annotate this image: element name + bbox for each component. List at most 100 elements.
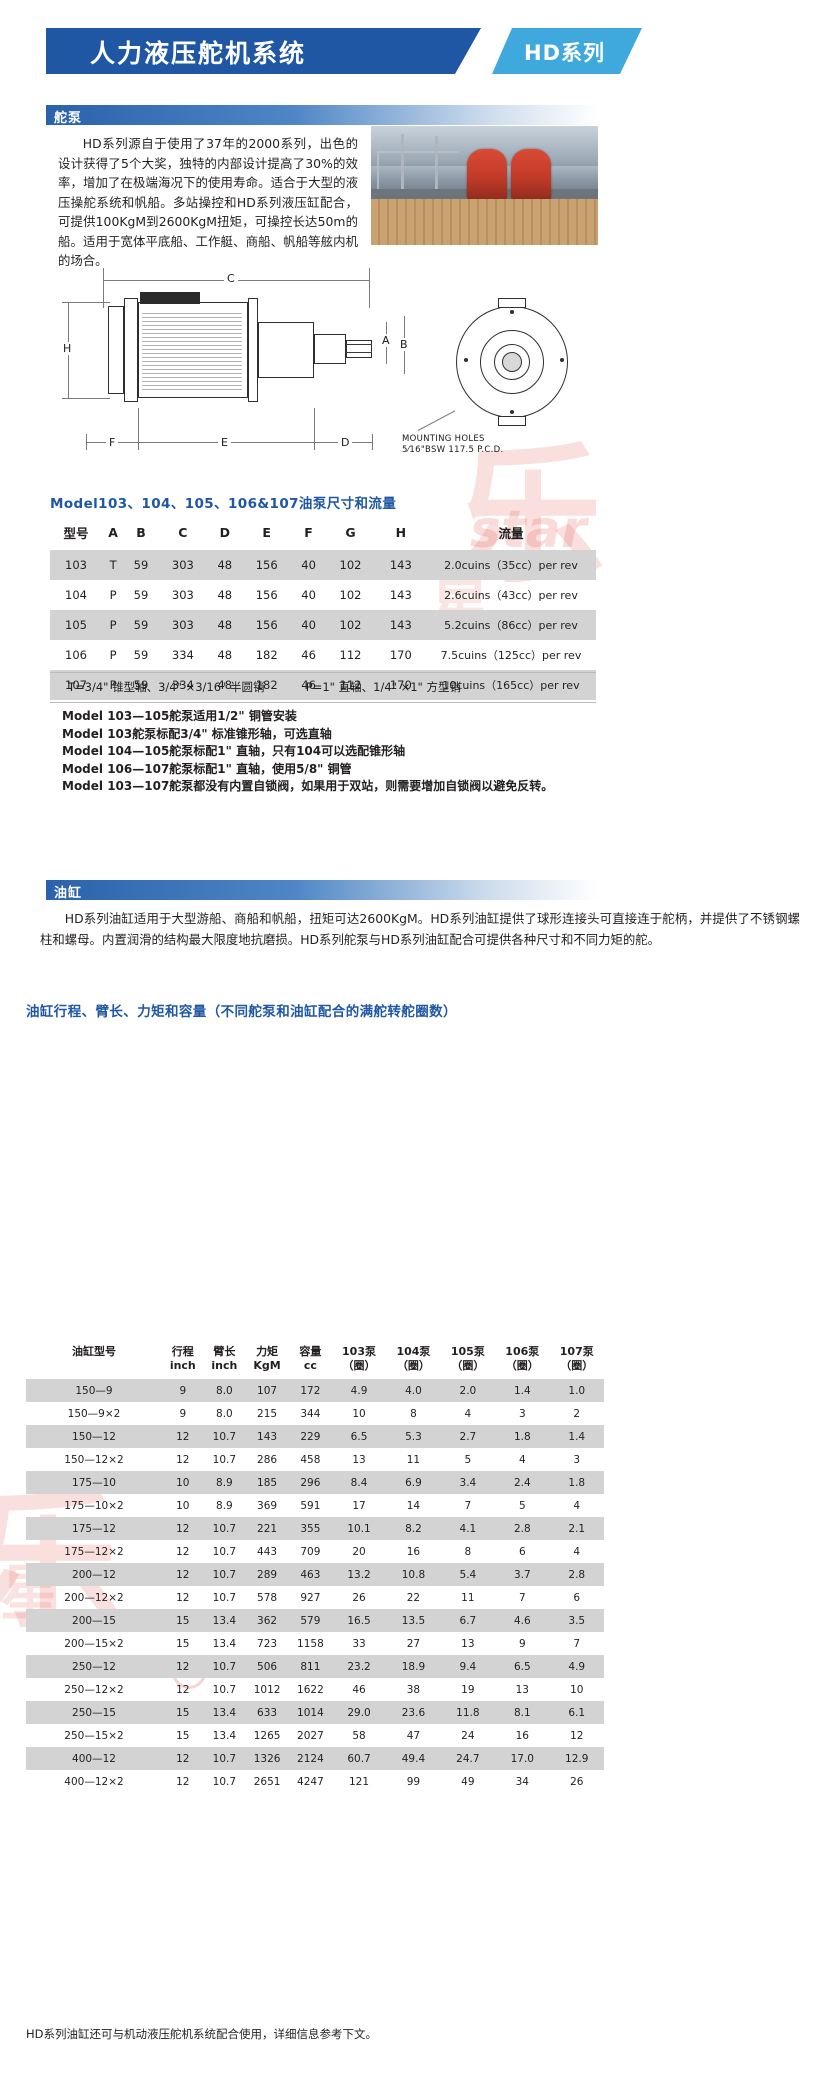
cylinder-value-cell: 2 xyxy=(573,1407,581,1420)
pump-value-cell: 102 xyxy=(325,550,376,580)
dim-label-a: A xyxy=(379,334,393,347)
cylinder-value-cell: 10.7 xyxy=(203,1747,246,1770)
cylinder-value-cell: 289 xyxy=(245,1563,289,1586)
pump-value-cell: 48 xyxy=(208,670,242,700)
cylinder-value-cell: 12 xyxy=(162,1425,204,1448)
pump-note: Model 104—105舵泵标配1" 直轴，只有104可以选配锥形轴 xyxy=(62,744,406,758)
pump-col-header: A xyxy=(108,525,118,540)
banner-light-shape xyxy=(492,28,642,74)
cylinder-value-cell: 3.4 xyxy=(440,1471,496,1494)
table-row: 106 P 59 334 48 182 46 112 170 7.5cuins（125cc）per… xyxy=(50,640,596,670)
pump-value-cell: 7.5cuins（125cc）per rev xyxy=(440,649,582,662)
cylinder-value-cell: 1014 xyxy=(288,1701,332,1724)
cylinder-value-cell: 10 xyxy=(570,1683,584,1696)
pump-value-cell: 48 xyxy=(208,610,242,640)
cylinder-value-cell: 229 xyxy=(288,1425,332,1448)
cylinder-value-cell: 12 xyxy=(162,1517,204,1540)
pump-col-header: F xyxy=(304,525,313,540)
cylinder-model-cell: 200—12×2 xyxy=(64,1591,124,1604)
pump-value-cell: 102 xyxy=(339,588,362,602)
cylinder-value-cell: 4.9 xyxy=(331,1379,387,1402)
cylinder-value-cell: 10.7 xyxy=(212,1591,237,1604)
pump-value-cell: 303 xyxy=(171,588,194,602)
pump-value-cell: 182 xyxy=(255,648,278,662)
pump-value-cell: 48 xyxy=(217,648,233,662)
cylinder-value-cell: 10.7 xyxy=(212,1545,237,1558)
page-banner: 人力液压舵机系统 HD系列 xyxy=(46,28,746,74)
pump-value-cell: 2.0cuins（35cc）per rev xyxy=(426,550,596,580)
cylinder-value-cell: 1158 xyxy=(297,1637,324,1650)
cylinder-col-header: 103泵 （圈） xyxy=(342,1345,376,1372)
table-row: 200—15×2 15 13.4 723 1158 33 27 13 9 7 xyxy=(26,1632,604,1655)
cylinder-value-cell: 443 xyxy=(257,1545,278,1558)
table-row: 250—15×2 15 13.4 1265 2027 58 47 24 16 12 xyxy=(26,1724,604,1747)
pump-value-cell: 156 xyxy=(241,610,292,640)
cylinder-col-header: 105泵 （圈） xyxy=(450,1345,485,1372)
cylinder-value-cell: 7 xyxy=(518,1591,526,1604)
table-row: 250—12×2 12 10.7 1012 1622 46 38 19 13 10 xyxy=(26,1678,604,1701)
cylinder-value-cell: 15 xyxy=(176,1729,190,1742)
dim-label-c: C xyxy=(224,272,238,285)
table-row: 400—12 12 10.7 1326 2124 60.7 49.4 24.7 17.0 12.9 xyxy=(26,1747,604,1770)
cylinder-model-cell: 150—9×2 xyxy=(67,1407,121,1420)
pump-specification-table: 型号 A B C D E F G H 流量 103 T 59 303 48 156 40 102 143 2.0cu… xyxy=(50,516,596,700)
cylinder-value-cell: 15 xyxy=(176,1637,190,1650)
pump-model-cell: 107 xyxy=(50,670,102,700)
cylinder-value-cell: 15 xyxy=(162,1609,204,1632)
pump-value-cell: 59 xyxy=(124,670,158,700)
cylinder-value-cell: 6.7 xyxy=(440,1609,496,1632)
pump-value-cell: 303 xyxy=(157,550,208,580)
cylinder-value-cell: 20 xyxy=(352,1545,366,1558)
dim-label-e: E xyxy=(218,436,231,449)
cylinder-value-cell: 2.1 xyxy=(549,1517,604,1540)
cylinder-value-cell: 8.9 xyxy=(203,1471,246,1494)
cylinder-col-header: 油缸型号 xyxy=(72,1345,116,1358)
cylinder-value-cell: 344 xyxy=(300,1407,321,1420)
pump-col-header: C xyxy=(178,525,188,540)
cylinder-value-cell: 10.7 xyxy=(212,1775,237,1788)
pump-value-cell: 40 xyxy=(291,550,326,580)
cylinder-value-cell: 1622 xyxy=(297,1683,324,1696)
cylinder-value-cell: 8.0 xyxy=(203,1379,246,1402)
cylinder-value-cell: 5 xyxy=(464,1453,472,1466)
pump-table-title: Model103、104、105、106&107油泵尺寸和流量 xyxy=(50,496,397,512)
cylinder-value-cell: 6.5 xyxy=(331,1425,387,1448)
cylinder-value-cell: 2.8 xyxy=(495,1517,550,1540)
cylinder-value-cell: 14 xyxy=(406,1499,421,1512)
table-header-row: 油缸型号 行程 inch 臂长 inch 力矩 KgM 容量 cc 103泵 （圈） 104泵 （圈） 1… xyxy=(26,1341,604,1379)
cylinder-model-cell: 175—10 xyxy=(26,1471,162,1494)
pump-col-header: D xyxy=(219,525,230,540)
table-row: 250—15 15 13.4 633 1014 29.0 23.6 11.8 8.1 6.1 xyxy=(26,1701,604,1724)
cylinder-model-cell: 200—15×2 xyxy=(64,1637,124,1650)
pump-value-cell: T xyxy=(102,550,125,580)
table-row: 150—9 9 8.0 107 172 4.9 4.0 2.0 1.4 1.0 xyxy=(26,1379,604,1402)
cylinder-value-cell: 185 xyxy=(245,1471,289,1494)
cylinder-value-cell: 369 xyxy=(257,1499,278,1512)
legend-straight-shaft: P=1" 直轴、1/4" ×1" 方型销 xyxy=(305,680,461,694)
cylinder-value-cell: 13.4 xyxy=(212,1729,237,1742)
cylinder-value-cell: 4.9 xyxy=(549,1655,604,1678)
pump-value-cell: P xyxy=(109,648,117,662)
cylinder-value-cell: 143 xyxy=(245,1425,289,1448)
cylinder-value-cell: 221 xyxy=(245,1517,289,1540)
cylinder-value-cell: 3.5 xyxy=(549,1609,604,1632)
table-row: 150—12 12 10.7 143 229 6.5 5.3 2.7 1.8 1.4 xyxy=(26,1425,604,1448)
cylinder-value-cell: 1012 xyxy=(253,1683,281,1696)
pump-value-cell: 59 xyxy=(124,550,158,580)
cylinder-value-cell: 11 xyxy=(406,1453,421,1466)
cylinder-value-cell: 121 xyxy=(349,1775,370,1788)
cylinder-model-cell: 250—12×2 xyxy=(64,1683,124,1696)
cylinder-value-cell: 3 xyxy=(573,1453,581,1466)
cylinder-value-cell: 5.3 xyxy=(386,1425,441,1448)
cylinder-value-cell: 4 xyxy=(573,1545,581,1558)
pump-value-cell: 334 xyxy=(171,648,194,662)
pump-col-header: B xyxy=(136,525,146,540)
cylinder-value-cell: 8.9 xyxy=(216,1499,233,1512)
cylinder-value-cell: 10.7 xyxy=(203,1655,246,1678)
pump-value-cell: 40 xyxy=(291,610,326,640)
cylinder-value-cell: 1.8 xyxy=(495,1425,550,1448)
cylinder-value-cell: 24.7 xyxy=(440,1747,496,1770)
pump-note: Model 106—107舵泵标配1" 直轴，使用5/8" 铜管 xyxy=(62,761,352,776)
cylinder-value-cell: 10.8 xyxy=(386,1563,441,1586)
cylinder-value-cell: 17 xyxy=(352,1499,366,1512)
